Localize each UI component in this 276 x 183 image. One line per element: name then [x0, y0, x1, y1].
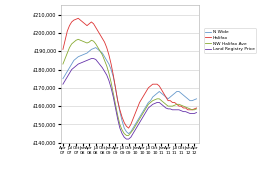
NW Halifax Ave: [195, 108, 198, 110]
N Wide: [72, 59, 76, 61]
N Wide: [182, 94, 185, 96]
N Wide: [147, 101, 150, 104]
Line: Land Registry Price: Land Registry Price: [63, 59, 197, 139]
NW Halifax Ave: [147, 103, 150, 105]
NW Halifax Ave: [76, 38, 80, 40]
N Wide: [127, 132, 130, 135]
Halifax: [90, 21, 93, 23]
Land Registry Price: [131, 132, 135, 135]
Halifax: [127, 127, 130, 129]
N Wide: [61, 78, 65, 80]
NW Halifax Ave: [72, 41, 76, 43]
Halifax: [182, 107, 185, 109]
NW Halifax Ave: [90, 39, 93, 41]
Line: Halifax: Halifax: [63, 18, 197, 128]
Halifax: [131, 118, 135, 120]
Land Registry Price: [195, 111, 198, 114]
Land Registry Price: [99, 64, 102, 66]
Land Registry Price: [125, 138, 128, 140]
NW Halifax Ave: [131, 129, 135, 131]
N Wide: [99, 50, 102, 52]
Land Registry Price: [61, 83, 65, 85]
Halifax: [76, 17, 80, 19]
NW Halifax Ave: [99, 50, 102, 52]
Land Registry Price: [147, 107, 150, 109]
Halifax: [99, 34, 102, 36]
NW Halifax Ave: [182, 105, 185, 107]
NW Halifax Ave: [125, 134, 128, 137]
N Wide: [195, 98, 198, 100]
Halifax: [72, 19, 76, 21]
Land Registry Price: [87, 58, 91, 61]
N Wide: [94, 46, 97, 49]
Line: NW Halifax Ave: NW Halifax Ave: [63, 39, 197, 135]
Halifax: [61, 48, 65, 51]
Land Registry Price: [90, 57, 93, 60]
Land Registry Price: [72, 67, 76, 69]
Line: N Wide: N Wide: [63, 48, 197, 134]
Legend: N Wide, Halifax, NW Halifax Ave, Land Registry Price: N Wide, Halifax, NW Halifax Ave, Land Re…: [204, 28, 256, 53]
Land Registry Price: [182, 111, 185, 113]
Halifax: [147, 87, 150, 89]
Halifax: [195, 107, 198, 109]
N Wide: [87, 50, 91, 52]
N Wide: [131, 127, 135, 129]
NW Halifax Ave: [61, 63, 65, 65]
